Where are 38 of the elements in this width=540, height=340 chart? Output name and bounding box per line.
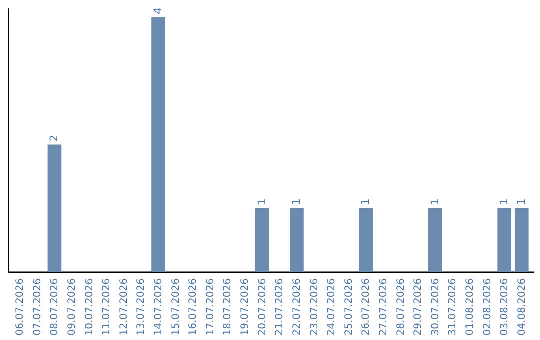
x-tick-label: 06.07.2026 [15,278,26,336]
data-label: 1 [498,198,511,206]
x-tick-label: 14.07.2026 [154,278,165,336]
x-tick-label: 17.07.2026 [205,278,216,336]
x-tick-label: 22.07.2026 [292,278,303,336]
data-label: 1 [429,198,442,206]
x-tick-label: 09.07.2026 [67,278,78,336]
data-label: 1 [256,198,268,206]
x-tick-label: 07.07.2026 [32,278,44,336]
x-tick-label: 25.07.2026 [344,278,355,336]
x-tick-label: 15.07.2026 [170,278,182,336]
data-label: 1 [290,198,303,206]
x-tick-label: 02.08.2026 [482,278,494,336]
data-label: 4 [152,8,165,15]
data-label: 1 [360,198,372,206]
x-tick-label: 18.07.2026 [222,278,234,336]
x-tick-label: 20.07.2026 [257,278,268,336]
x-tick-label: 19.07.2026 [240,278,252,336]
x-tick-label: 26.07.2026 [361,278,372,336]
x-tick-label: 11.07.2026 [102,278,113,336]
x-tick-label: 28.07.2026 [396,278,407,336]
data-label: 1 [516,198,528,206]
x-tick-label: 08.07.2026 [50,278,61,336]
x-tick-label: 23.07.2026 [309,278,320,336]
x-tick-label: 27.07.2026 [378,278,390,336]
x-tick-label: 03.08.2026 [500,278,511,336]
x-tick-label: 13.07.2026 [136,278,148,336]
x-tick-label: 04.08.2026 [516,278,528,336]
x-tick-label: 30.07.2026 [430,278,442,336]
x-tick-label: 01.08.2026 [464,278,476,336]
x-tick-label: 31.07.2026 [448,278,459,336]
x-tick-label: 24.07.2026 [326,278,338,336]
x-tick-label: 29.07.2026 [413,278,424,336]
x-tick-label: 10.07.2026 [84,278,96,336]
x-tick-label: 21.07.2026 [274,278,286,336]
x-tick-label: 16.07.2026 [188,278,200,336]
data-label: 2 [48,135,61,142]
x-tick-label: 12.07.2026 [118,278,130,336]
